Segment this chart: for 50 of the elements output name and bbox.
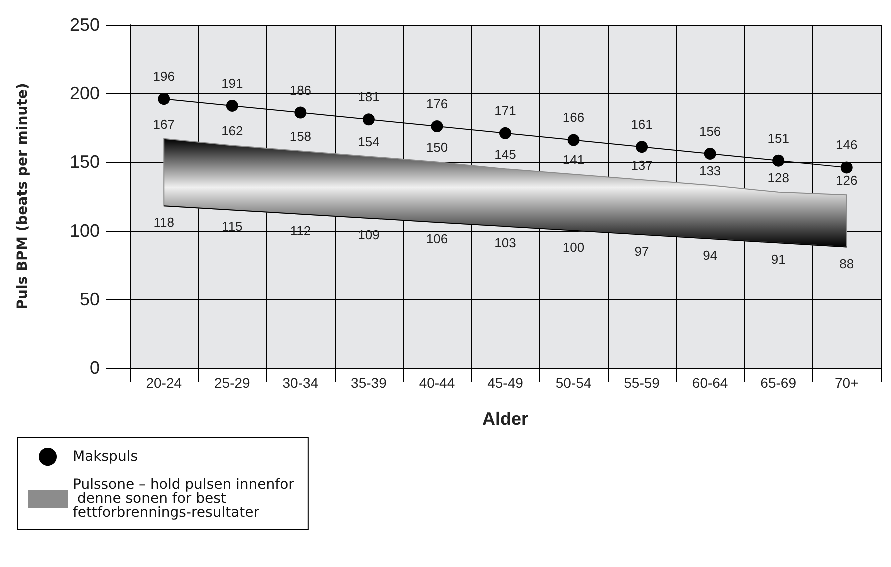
- x-tick-label: 45-49: [488, 375, 524, 391]
- data-label: 161: [631, 117, 653, 132]
- data-label: 196: [153, 69, 175, 84]
- x-axis-title: Alder: [482, 409, 529, 429]
- data-label: 133: [699, 164, 722, 179]
- y-tick-label: 250: [70, 15, 100, 35]
- x-tick-label: 25-29: [214, 375, 251, 391]
- x-tick-label: 40-44: [419, 375, 456, 391]
- legend-label: Pulssone – hold pulsen innenfor denne sonen for best fettforbrennings-resultater: [73, 477, 295, 521]
- data-label: 166: [562, 110, 585, 126]
- data-label: 106: [426, 232, 448, 247]
- data-label: 167: [153, 116, 175, 132]
- data-label: 154: [358, 134, 380, 150]
- y-tick-label: 100: [70, 220, 100, 241]
- y-tick-label: 150: [70, 152, 100, 172]
- y-tick-label: 50: [80, 289, 100, 310]
- x-tick-label: 30-34: [282, 375, 319, 391]
- y-axis-title: Puls BPM (beats per minute): [15, 83, 31, 310]
- data-label: 158: [290, 129, 312, 144]
- data-label: 176: [426, 96, 448, 112]
- data-label: 126: [836, 173, 858, 188]
- x-tick-label: 55-59: [624, 375, 660, 391]
- data-label: 94: [703, 248, 718, 264]
- x-tick-label: 60-64: [692, 375, 728, 391]
- data-label: 97: [634, 244, 650, 259]
- data-label: 88: [840, 256, 854, 272]
- y-tick-label: 0: [90, 358, 100, 378]
- data-label: 118: [154, 215, 175, 230]
- data-label: 162: [222, 124, 244, 139]
- data-label: 146: [836, 138, 858, 153]
- data-label: 103: [494, 236, 516, 251]
- x-tick-label: 65-69: [760, 375, 797, 391]
- data-label: 100: [562, 240, 585, 255]
- y-tick-label: 200: [70, 84, 100, 104]
- data-label: 191: [222, 76, 244, 91]
- x-tick-label: 70+: [834, 375, 859, 391]
- data-label: 145: [494, 147, 516, 162]
- legend-label: Makspuls: [73, 449, 138, 465]
- data-label: 128: [768, 170, 790, 186]
- x-tick-label: 20-24: [146, 375, 182, 391]
- x-tick-label: 50-54: [556, 375, 592, 391]
- data-label: 150: [426, 140, 448, 156]
- data-label: 151: [768, 130, 790, 146]
- data-label: 156: [699, 124, 722, 139]
- data-label: 181: [358, 90, 380, 105]
- data-label: 115: [222, 219, 243, 234]
- x-tick-label: 35-39: [351, 375, 388, 391]
- data-label: 109: [358, 227, 380, 242]
- data-label: 91: [771, 252, 786, 268]
- data-label: 171: [494, 103, 516, 118]
